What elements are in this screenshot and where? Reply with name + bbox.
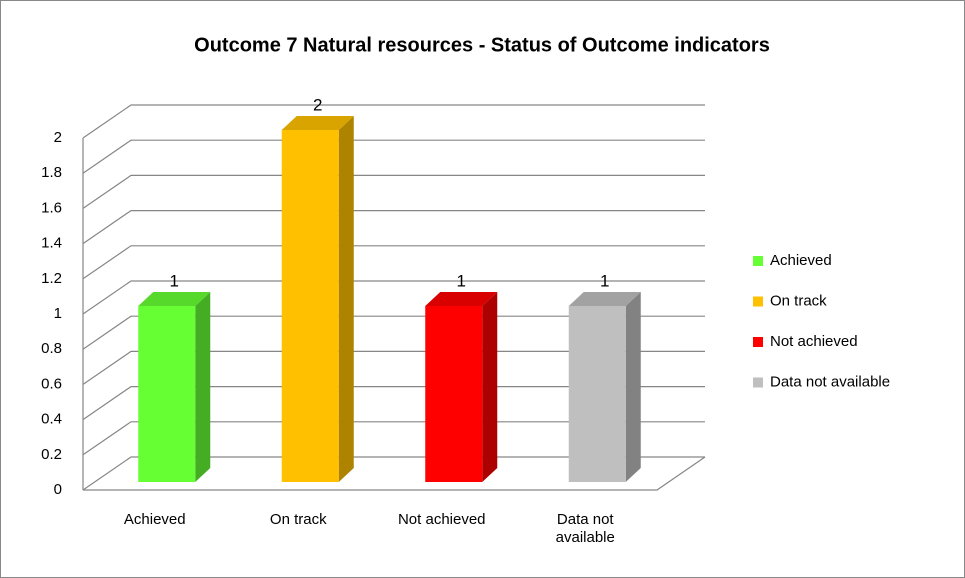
data-label: 1 xyxy=(457,271,466,290)
x-tick-label: Data not available xyxy=(555,511,615,546)
y-tick-label: 1.6 xyxy=(41,199,62,216)
bar-side xyxy=(625,292,641,482)
bar-top xyxy=(568,292,641,306)
grid-line xyxy=(82,350,705,385)
bar-top xyxy=(138,292,211,306)
bar-side xyxy=(482,292,498,482)
floor xyxy=(83,456,706,491)
bar xyxy=(425,306,483,482)
grid-line xyxy=(82,386,705,421)
grid-line xyxy=(82,174,705,209)
grid-line xyxy=(82,456,705,491)
y-tick-label: 1 xyxy=(54,305,62,322)
bar-top xyxy=(281,116,354,130)
grid-line xyxy=(82,315,705,350)
x-tick-label: On track xyxy=(269,511,327,528)
data-label: 1 xyxy=(600,271,609,290)
bar xyxy=(281,130,339,482)
y-tick-label: 1.4 xyxy=(41,235,62,252)
x-tick-label: Not achieved xyxy=(397,511,486,528)
data-label: 2 xyxy=(313,95,322,114)
bar-side xyxy=(338,116,354,482)
legend-label: On track xyxy=(770,292,827,309)
y-tick-label: 0.4 xyxy=(41,411,62,428)
grid-line xyxy=(82,210,705,245)
legend-swatch xyxy=(753,377,763,388)
bar xyxy=(568,306,626,482)
chart-title: Outcome 7 Natural resources - Status of … xyxy=(194,34,770,56)
x-tick-label: Achieved xyxy=(123,511,186,528)
grid-line xyxy=(82,421,705,456)
y-tick-label: 0.6 xyxy=(41,375,62,392)
data-label: 1 xyxy=(170,271,179,290)
bar-side xyxy=(195,292,211,482)
bar-top xyxy=(425,292,498,306)
legend-swatch xyxy=(753,296,763,307)
legend-swatch xyxy=(753,337,763,347)
y-tick-label: 1.2 xyxy=(41,270,62,287)
grid-line xyxy=(82,245,705,280)
grid-line xyxy=(82,139,705,174)
bar xyxy=(138,306,196,482)
y-tick-label: 0.2 xyxy=(41,446,62,463)
y-tick-label: 0 xyxy=(54,481,62,498)
legend-label: Not achieved xyxy=(770,333,858,350)
legend-label: Data not available xyxy=(770,373,890,390)
y-tick-label: 1.8 xyxy=(41,164,62,181)
legend-swatch xyxy=(753,256,763,266)
y-tick-label: 2 xyxy=(54,129,62,146)
y-tick-label: 0.8 xyxy=(41,340,62,357)
legend-label: Achieved xyxy=(770,252,832,269)
grid-line xyxy=(82,104,705,139)
grid-line xyxy=(82,280,705,315)
